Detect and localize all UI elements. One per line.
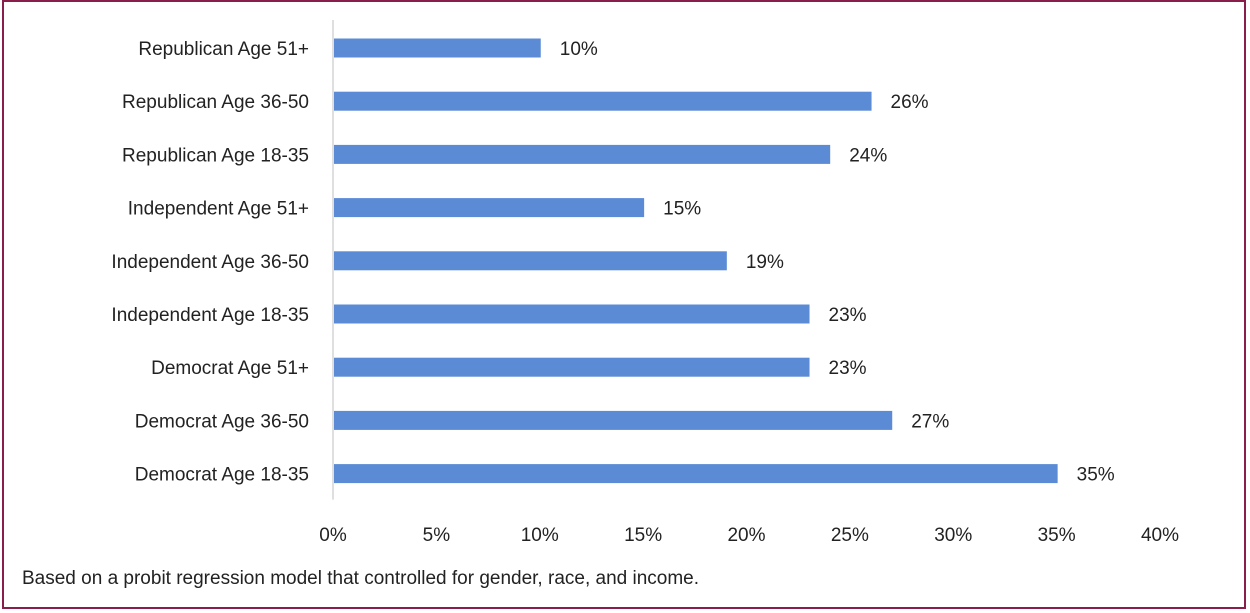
bar-chart: Republican Age 51+ 10% Republican Age 36-5… (111, 20, 1179, 546)
data-label: 23% (829, 358, 867, 379)
x-tick-label: 0% (319, 525, 347, 546)
x-tick-label: 40% (1141, 525, 1179, 546)
category-label: Republican Age 51+ (138, 39, 309, 60)
category-label: Independent Age 18-35 (111, 305, 309, 326)
x-tick-label: 10% (521, 525, 559, 546)
x-tick-label: 35% (1038, 525, 1076, 546)
data-label: 15% (663, 199, 701, 220)
data-label: 35% (1077, 465, 1115, 486)
bar (334, 410, 893, 430)
category-label: Democrat Age 36-50 (135, 411, 309, 432)
category-label: Independent Age 51+ (128, 199, 309, 220)
category-label: Democrat Age 51+ (151, 358, 309, 379)
category-label: Republican Age 18-35 (122, 145, 309, 166)
category-label: Democrat Age 18-35 (135, 465, 309, 486)
bar (334, 38, 541, 58)
category-label: Independent Age 36-50 (111, 252, 309, 273)
data-label: 10% (560, 39, 598, 60)
bar (334, 464, 1058, 484)
data-label: 24% (849, 145, 887, 166)
bar (334, 357, 810, 377)
bar (334, 91, 872, 111)
x-tick-label: 30% (934, 525, 972, 546)
x-tick-label: 20% (727, 525, 765, 546)
bar (334, 198, 645, 218)
data-label: 26% (891, 92, 929, 113)
category-label: Republican Age 36-50 (122, 92, 309, 113)
x-tick-label: 5% (423, 525, 451, 546)
bar (334, 304, 810, 324)
bar (334, 144, 831, 164)
footnote: Based on a probit regression model that … (22, 568, 700, 589)
data-label: 27% (911, 411, 949, 432)
data-label: 23% (829, 305, 867, 326)
x-tick-label: 25% (831, 525, 869, 546)
bar (334, 251, 727, 271)
data-label: 19% (746, 252, 784, 273)
x-tick-label: 15% (624, 525, 662, 546)
